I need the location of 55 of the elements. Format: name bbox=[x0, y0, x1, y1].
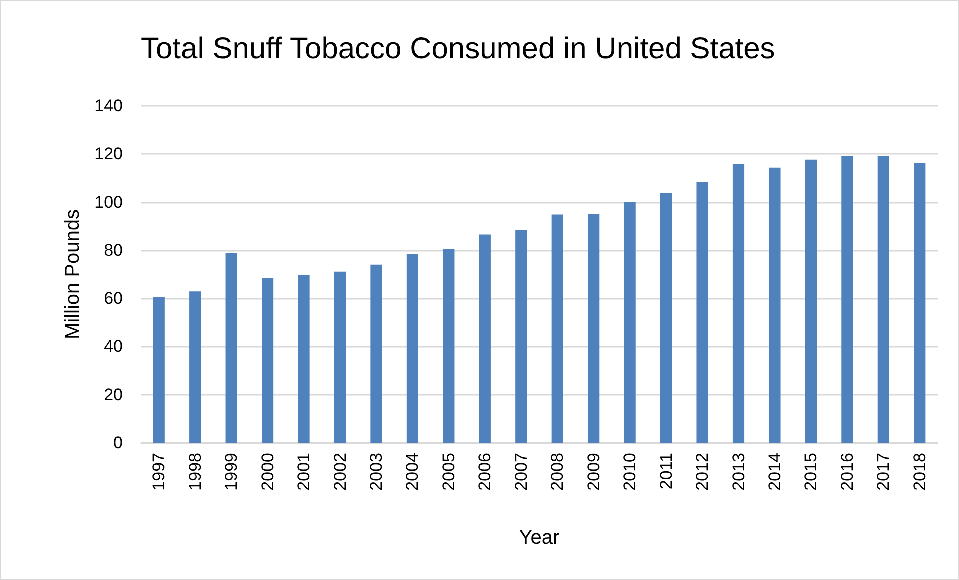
x-tick-label: 2005 bbox=[439, 453, 458, 491]
y-axis-title: Million Pounds bbox=[62, 209, 84, 340]
x-axis-title: Year bbox=[519, 527, 560, 549]
bar bbox=[769, 168, 781, 443]
bar bbox=[624, 202, 636, 443]
bar bbox=[153, 297, 165, 443]
bar bbox=[370, 264, 382, 443]
bar bbox=[298, 275, 310, 443]
bar bbox=[190, 292, 202, 443]
bar bbox=[914, 163, 926, 443]
x-tick-label: 1998 bbox=[186, 453, 205, 491]
x-tick-label: 2002 bbox=[330, 453, 350, 491]
x-tick-label: 2006 bbox=[476, 453, 495, 491]
x-tick-label: 2003 bbox=[366, 453, 386, 491]
x-tick-label: 2010 bbox=[620, 453, 640, 491]
x-tick-label: 2008 bbox=[548, 453, 568, 491]
bar bbox=[842, 156, 854, 443]
x-tick-label: 2009 bbox=[584, 453, 604, 491]
x-tick-label: 1997 bbox=[150, 453, 169, 491]
x-tick-label: 2016 bbox=[838, 453, 857, 491]
y-tick-label: 0 bbox=[114, 434, 123, 452]
bar bbox=[262, 278, 274, 443]
x-tick-label: 2018 bbox=[910, 453, 930, 491]
bar bbox=[588, 214, 600, 443]
x-tick-label: 2013 bbox=[729, 453, 748, 491]
y-tick-label: 60 bbox=[104, 289, 123, 308]
bar bbox=[696, 182, 708, 443]
y-tick-label: 80 bbox=[104, 240, 123, 260]
x-tick-label: 2017 bbox=[874, 453, 894, 491]
bar bbox=[334, 272, 346, 443]
x-tick-label: 2012 bbox=[693, 453, 712, 491]
y-tick-label: 40 bbox=[104, 337, 123, 356]
chart-title: Total Snuff Tobacco Consumed in United States bbox=[141, 32, 776, 66]
x-tick-label: 1999 bbox=[222, 453, 242, 491]
y-tick-label: 20 bbox=[104, 385, 123, 404]
bar bbox=[516, 230, 528, 443]
bar bbox=[552, 214, 564, 443]
bar bbox=[479, 234, 491, 443]
bar bbox=[805, 160, 817, 443]
bar bbox=[226, 254, 238, 443]
x-tick-label: 2015 bbox=[802, 453, 821, 491]
y-tick-label: 120 bbox=[94, 144, 123, 164]
bar bbox=[660, 193, 672, 443]
x-tick-label: 2007 bbox=[512, 453, 531, 491]
x-tick-label: 2004 bbox=[403, 453, 422, 491]
bar bbox=[406, 254, 418, 443]
x-tick-label: 2014 bbox=[765, 453, 784, 491]
bar bbox=[878, 156, 890, 443]
x-tick-label: 2001 bbox=[294, 453, 314, 491]
y-tick-label: 140 bbox=[94, 96, 123, 116]
bar bbox=[443, 249, 455, 443]
x-tick-label: 2011 bbox=[656, 453, 676, 490]
x-tick-label: 2000 bbox=[258, 453, 278, 491]
y-tick-label: 100 bbox=[94, 192, 123, 212]
bar bbox=[732, 164, 745, 443]
